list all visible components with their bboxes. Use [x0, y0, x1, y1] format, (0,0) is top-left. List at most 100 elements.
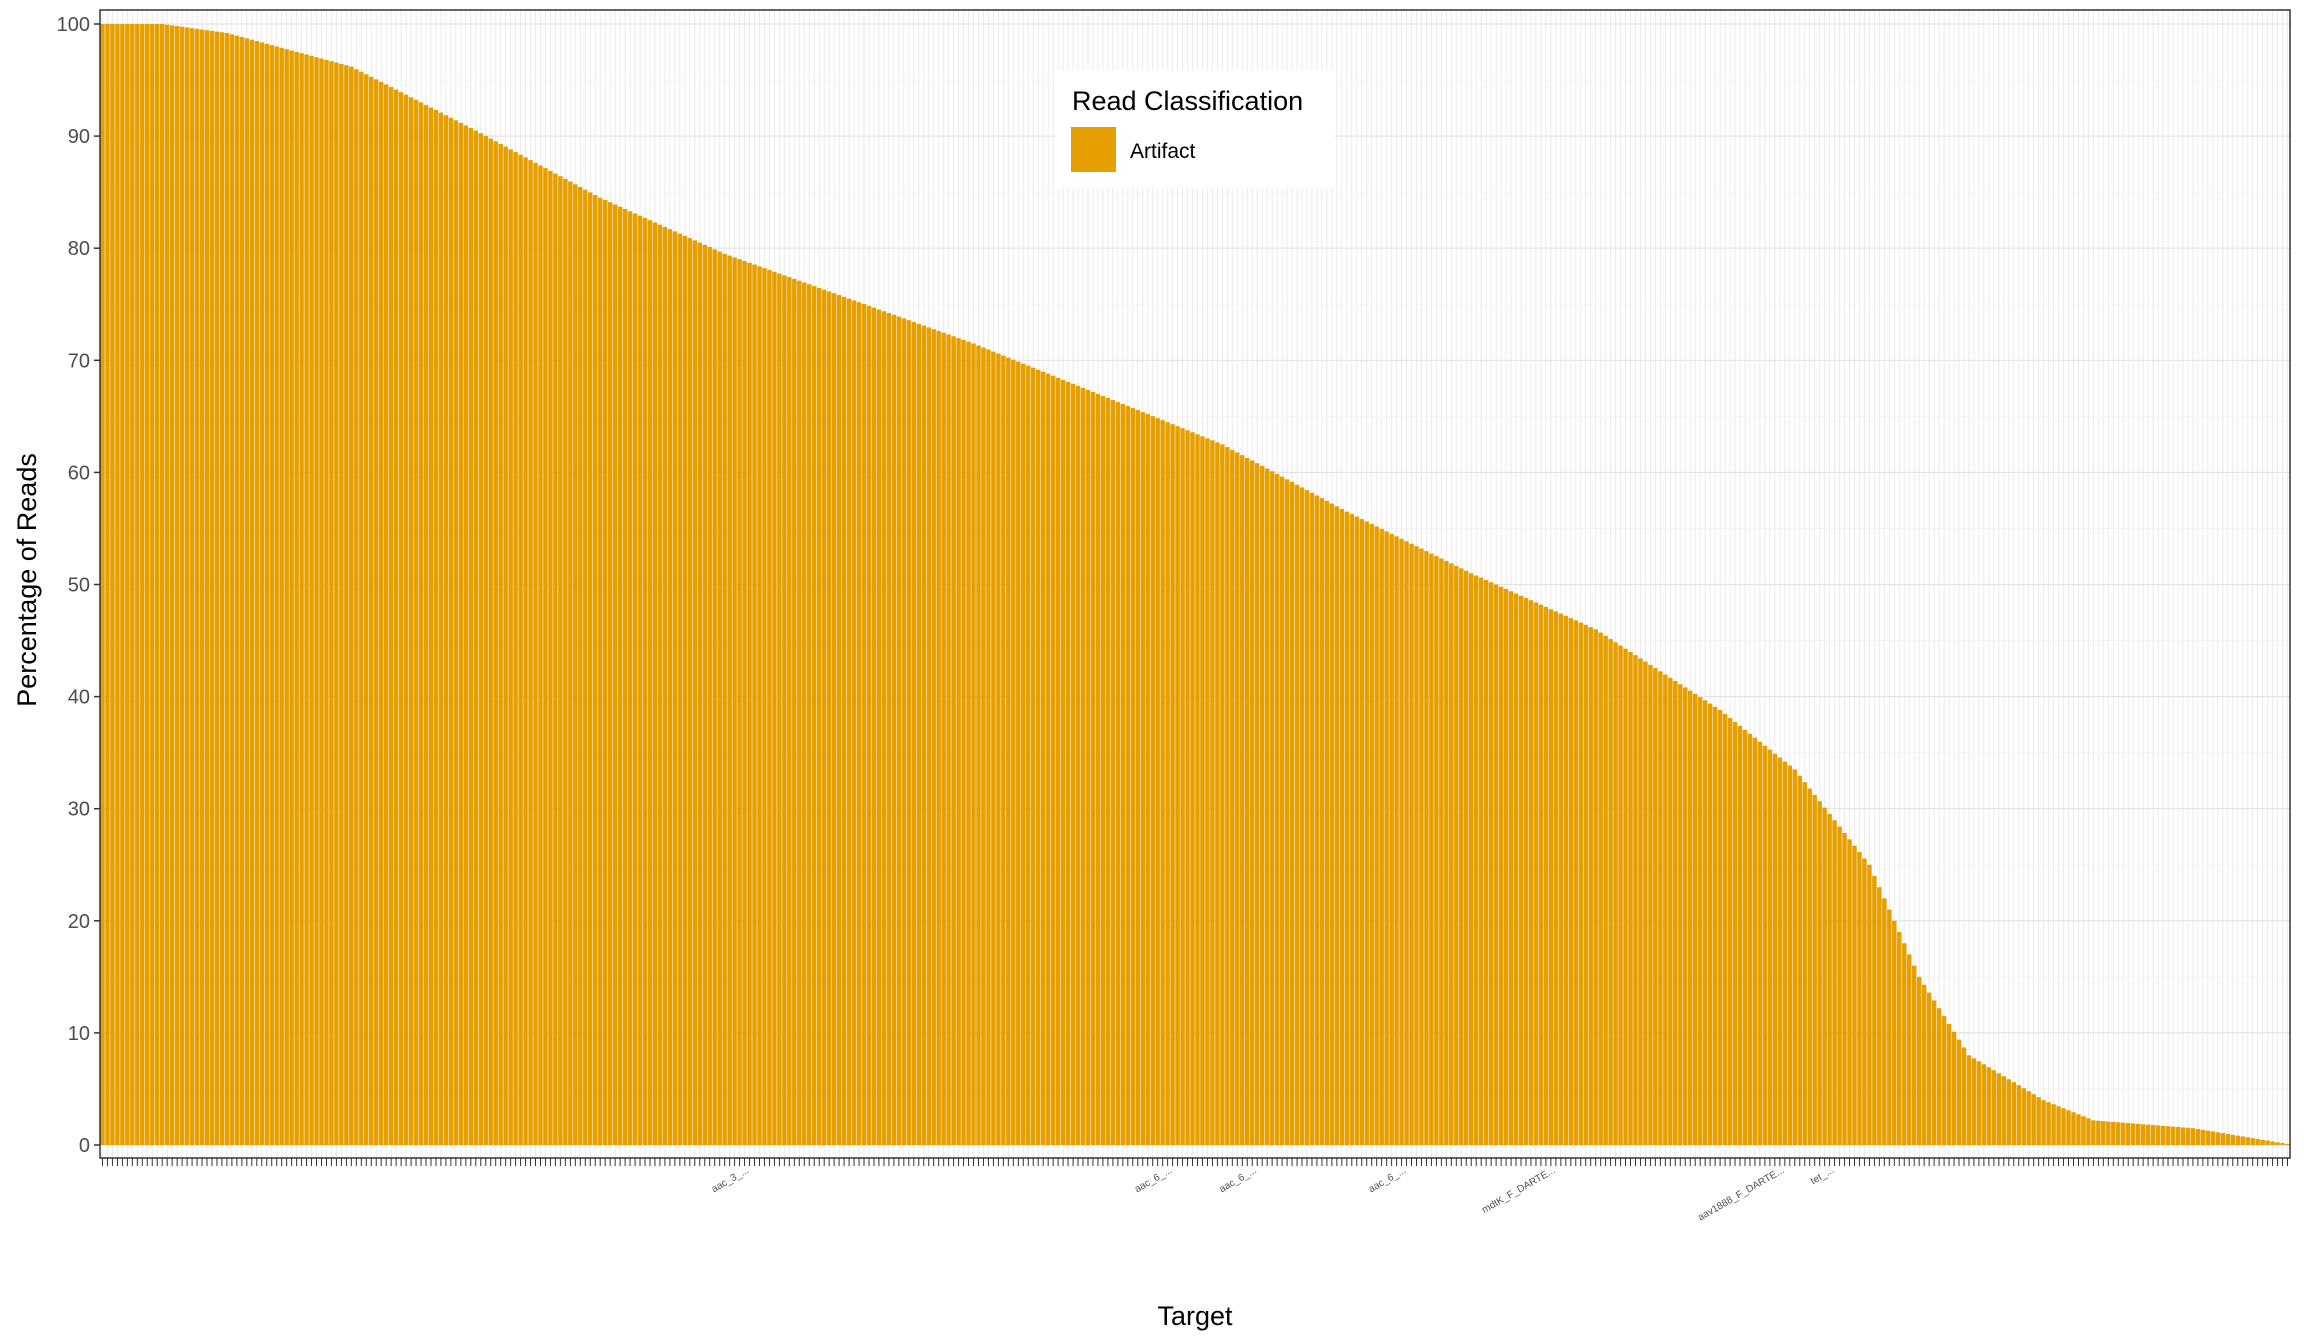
bar	[2125, 1123, 2131, 1145]
bar	[468, 127, 474, 1146]
bar	[1454, 565, 1459, 1145]
bar	[2086, 1118, 2091, 1145]
bar	[1996, 1073, 2002, 1145]
bar	[1150, 416, 1155, 1145]
bar	[1045, 373, 1051, 1145]
bar	[1722, 714, 1728, 1145]
bar	[1683, 687, 1688, 1145]
bar	[169, 25, 175, 1146]
bar	[797, 280, 802, 1146]
bar	[886, 312, 892, 1146]
bar	[826, 291, 832, 1146]
bar	[1493, 584, 1499, 1145]
bar	[274, 46, 279, 1145]
bar	[2096, 1120, 2101, 1145]
bar	[662, 226, 668, 1145]
y-tick-label: 60	[68, 462, 90, 484]
bar	[518, 154, 523, 1145]
bar	[1035, 369, 1041, 1145]
bar	[1752, 737, 1758, 1145]
bar	[1578, 622, 1583, 1145]
bar	[891, 314, 897, 1145]
bar	[1961, 1047, 1967, 1145]
bar	[1628, 651, 1633, 1145]
bar	[966, 341, 971, 1145]
bar	[299, 53, 304, 1146]
bar	[1075, 385, 1081, 1146]
bar	[294, 51, 299, 1146]
bar	[687, 238, 693, 1146]
bar	[1986, 1067, 1992, 1145]
bar	[2135, 1123, 2141, 1145]
bar	[2046, 1102, 2051, 1145]
bar	[1264, 468, 1270, 1145]
bar	[2270, 1141, 2275, 1145]
bar	[811, 286, 817, 1145]
bar	[2091, 1120, 2096, 1145]
bar	[1110, 399, 1116, 1145]
bar	[528, 160, 533, 1145]
bar	[1702, 700, 1708, 1145]
y-tick-label: 50	[68, 575, 90, 597]
bar	[807, 284, 812, 1145]
bar	[1294, 484, 1300, 1146]
bar	[1249, 460, 1255, 1145]
bar	[428, 107, 434, 1146]
bar	[1911, 965, 1917, 1145]
bar	[1324, 500, 1330, 1145]
x-tick-label: aac_6_...	[1367, 1165, 1408, 1195]
bar	[1872, 875, 1877, 1145]
bar	[2145, 1124, 2151, 1145]
bar	[115, 24, 120, 1145]
bar	[1001, 355, 1006, 1145]
bar	[1966, 1055, 1972, 1145]
bar	[707, 247, 712, 1146]
bar	[513, 152, 518, 1146]
bar	[1095, 393, 1101, 1145]
bar	[2265, 1140, 2270, 1145]
bar	[752, 264, 757, 1145]
bar	[2185, 1127, 2191, 1145]
bar	[1284, 479, 1290, 1145]
bar	[130, 24, 135, 1145]
bar	[1732, 721, 1738, 1145]
bar	[1583, 624, 1588, 1145]
legend-label-artifact: Artifact	[1130, 140, 1196, 163]
bar	[672, 231, 678, 1145]
bar	[1523, 597, 1529, 1145]
bar	[1414, 546, 1419, 1145]
bar	[1941, 1016, 1947, 1145]
bar	[1394, 536, 1399, 1145]
bar	[2280, 1143, 2285, 1145]
bar	[1021, 363, 1026, 1146]
bar	[329, 61, 334, 1146]
bar	[657, 224, 663, 1145]
bar	[1135, 410, 1141, 1145]
bar	[1563, 615, 1569, 1145]
bar	[782, 275, 787, 1145]
bar	[1548, 609, 1554, 1145]
bar	[1956, 1039, 1962, 1145]
bar	[2081, 1116, 2086, 1145]
bar	[1747, 733, 1753, 1145]
bar	[757, 266, 762, 1145]
bar	[354, 69, 359, 1145]
bar	[1981, 1064, 1987, 1145]
bar	[1573, 620, 1579, 1145]
bar	[1712, 706, 1718, 1145]
bar	[732, 257, 737, 1145]
bar	[941, 332, 946, 1145]
bar	[652, 222, 658, 1146]
bar	[1125, 406, 1131, 1145]
bar	[309, 55, 314, 1145]
bar	[1080, 387, 1086, 1145]
bar	[727, 255, 732, 1145]
bar	[617, 206, 623, 1145]
y-tick-label: 70	[68, 350, 90, 372]
bar	[110, 24, 115, 1145]
legend: Read Classification Artifact	[1055, 70, 1335, 188]
bar	[642, 217, 648, 1146]
bar	[179, 26, 185, 1145]
bar	[1817, 801, 1822, 1145]
